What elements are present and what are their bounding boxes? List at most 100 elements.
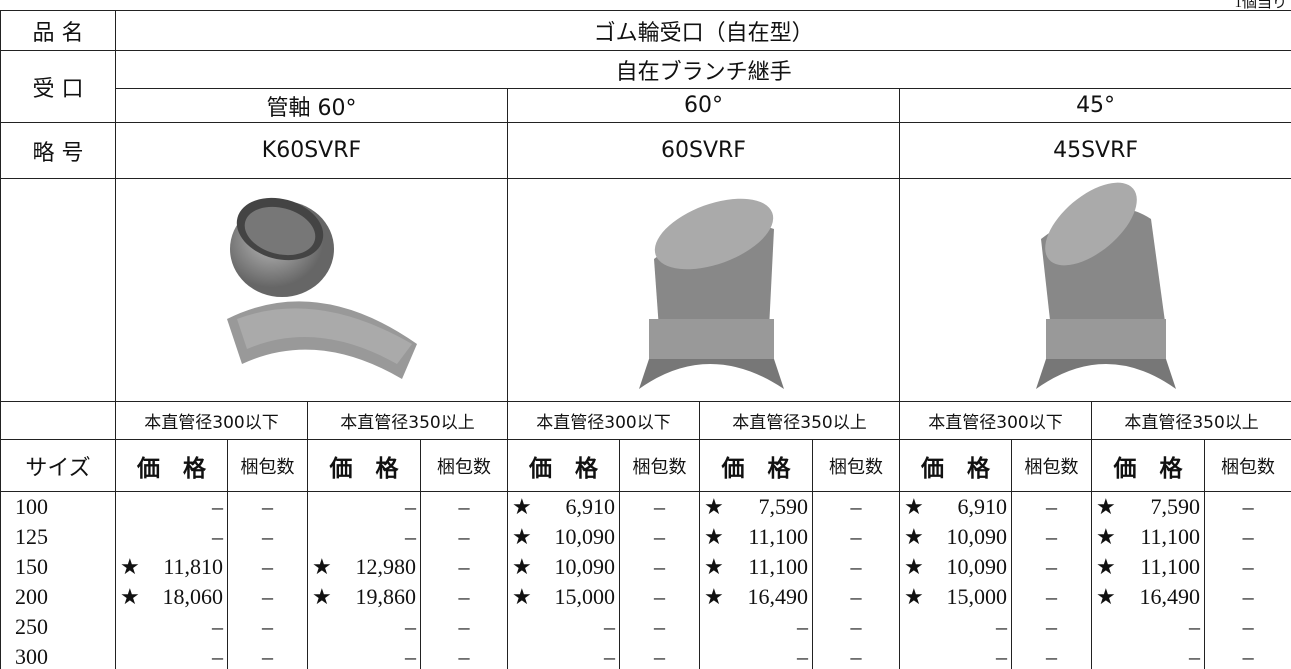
data-row: 300– – – – – – – – – – – –: [0, 642, 1291, 669]
qty: –: [619, 582, 700, 612]
data-row: 150 ★ 11,810– ★ 12,980– ★ 10,090– ★ 11,100– ★ 10,0…: [0, 552, 1291, 582]
price: ★ 15,000: [899, 582, 1012, 612]
price-header: 価 格: [1091, 439, 1205, 492]
price: –: [899, 642, 1012, 669]
condition: 本直管径300以下: [899, 401, 1092, 440]
price: –: [307, 642, 421, 669]
qty: –: [619, 552, 700, 582]
qty: –: [1203, 642, 1291, 669]
qty: –: [812, 642, 900, 669]
price: –: [1091, 612, 1205, 642]
price: ★ 18,060: [115, 582, 228, 612]
qty: –: [812, 491, 900, 522]
qty: –: [420, 582, 508, 612]
angle: 60°: [507, 88, 900, 123]
size: 100: [0, 491, 116, 522]
price: –: [899, 612, 1012, 642]
qty: –: [1011, 522, 1092, 552]
qty: –: [227, 552, 308, 582]
price: ★ 11,100: [1091, 522, 1205, 552]
qty: –: [1203, 522, 1291, 552]
qty-header: 梱包数: [619, 439, 700, 492]
price-header: 価 格: [699, 439, 813, 492]
qty: –: [812, 612, 900, 642]
qty: –: [227, 582, 308, 612]
price: ★ 11,810: [115, 552, 228, 582]
qty: –: [619, 491, 700, 522]
condition: 本直管径350以上: [1090, 401, 1291, 440]
price: ★ 16,490: [699, 582, 813, 612]
data-row: 200 ★ 18,060– ★ 19,860– ★ 15,000– ★ 16,490– ★ 15,0…: [0, 582, 1291, 612]
price-header: 価 格: [899, 439, 1012, 492]
price-header: 価 格: [115, 439, 228, 492]
product-image: [638, 198, 784, 389]
price: –: [115, 612, 228, 642]
condition: 本直管径300以下: [507, 401, 700, 440]
qty: –: [1203, 491, 1291, 522]
qty: –: [812, 582, 900, 612]
price: ★ 19,860: [307, 582, 421, 612]
qty: –: [812, 522, 900, 552]
qty: –: [1203, 552, 1291, 582]
qty: –: [1011, 491, 1092, 522]
price: –: [507, 612, 620, 642]
product-image: [1035, 182, 1176, 389]
qty: –: [1011, 582, 1092, 612]
row-label: 受 口: [0, 50, 116, 123]
price: ★ 6,910: [507, 491, 620, 522]
unit-note: 1個当り: [1234, 0, 1287, 11]
angle: 45°: [898, 88, 1291, 123]
price: ★ 7,590: [1091, 491, 1205, 522]
qty-header: 梱包数: [227, 439, 308, 492]
qty: –: [1011, 552, 1092, 582]
qty: –: [619, 522, 700, 552]
row-label: サイズ: [0, 439, 116, 492]
qty: –: [227, 612, 308, 642]
price: ★ 10,090: [507, 522, 620, 552]
condition: 本直管径350以上: [307, 401, 508, 440]
price: ★ 10,090: [507, 552, 620, 582]
size: 125: [0, 522, 116, 552]
data-row: 125– – – – ★ 10,090– ★ 11,100– ★ 10,090– ★ 11,100–: [0, 522, 1291, 552]
price: –: [115, 491, 228, 522]
price: ★ 10,090: [899, 552, 1012, 582]
qty: –: [420, 522, 508, 552]
qty-header: 梱包数: [420, 439, 508, 492]
price: ★ 11,100: [699, 522, 813, 552]
price-header: 価 格: [507, 439, 620, 492]
price: ★ 15,000: [507, 582, 620, 612]
qty: –: [1011, 642, 1092, 669]
qty-header: 梱包数: [1203, 439, 1291, 492]
qty: –: [1203, 582, 1291, 612]
qty: –: [420, 491, 508, 522]
price: –: [699, 642, 813, 669]
qty: –: [812, 552, 900, 582]
row-label: 品 名: [0, 10, 116, 51]
size: 150: [0, 552, 116, 582]
price: ★ 12,980: [307, 552, 421, 582]
qty: –: [619, 642, 700, 669]
price: –: [307, 522, 421, 552]
price: ★ 7,590: [699, 491, 813, 522]
size: 300: [0, 642, 116, 669]
qty: –: [1203, 612, 1291, 642]
price: ★ 11,100: [1091, 552, 1205, 582]
condition: 本直管径350以上: [699, 401, 900, 440]
qty: –: [420, 552, 508, 582]
qty: –: [420, 642, 508, 669]
price-table: 品 名ゴム輪受口（自在型） 受 口自在ブランチ継手 管軸 60° 60° 45° 略…: [0, 10, 1291, 669]
size: 200: [0, 582, 116, 612]
price: –: [115, 522, 228, 552]
data-row: 250– – – – – – – – – – – –: [0, 612, 1291, 642]
price: ★ 11,100: [699, 552, 813, 582]
price: ★ 6,910: [899, 491, 1012, 522]
data-row: 100– – – – ★ 6,910– ★ 7,590– ★ 6,910– ★ 7,590–: [0, 491, 1291, 522]
socket-type: 自在ブランチ継手: [114, 50, 1291, 89]
price-header: 価 格: [307, 439, 421, 492]
price: –: [507, 642, 620, 669]
angle: 管軸 60°: [115, 88, 508, 123]
product-name: ゴム輪受口（自在型）: [114, 10, 1291, 51]
condition: 本直管径300以下: [115, 401, 308, 440]
qty: –: [619, 612, 700, 642]
